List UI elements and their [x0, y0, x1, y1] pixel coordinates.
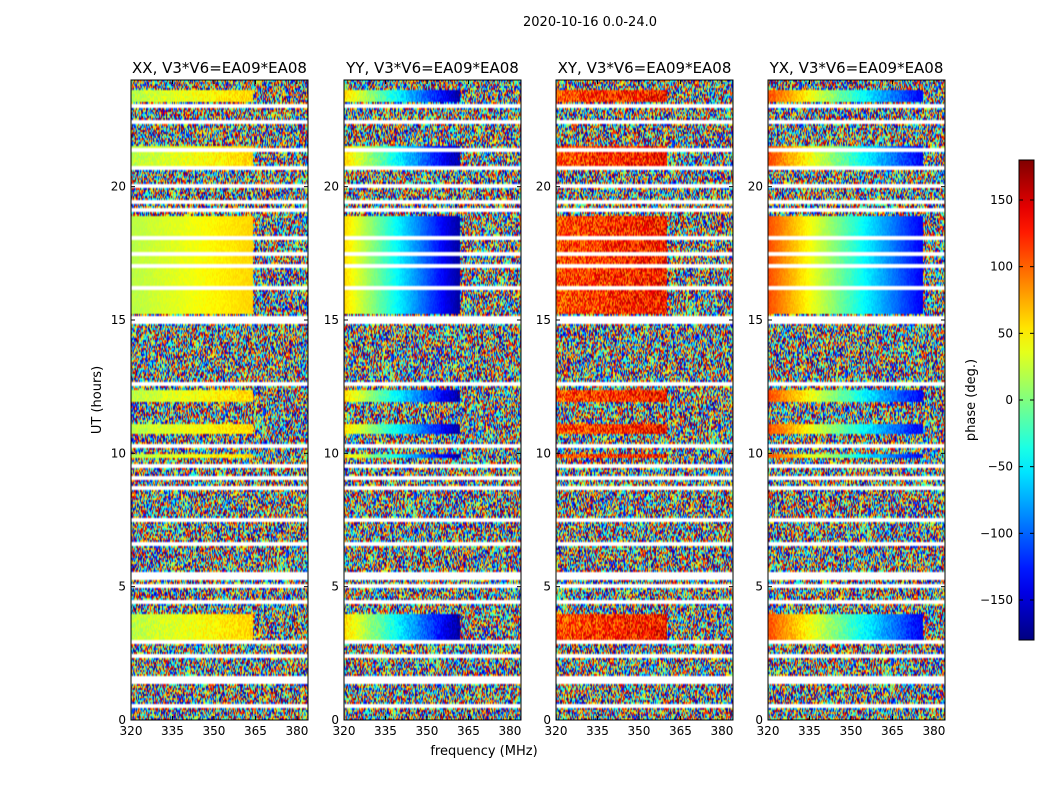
y-tick-label: 5 [331, 580, 339, 594]
panel-1: XX, V3*V6=EA09*EA08 320 335 350 365 380 0 5 10 15… [111, 59, 309, 738]
x-tick-label: 380 [285, 724, 308, 738]
plot-frame [343, 79, 522, 721]
x-tick-label: 380 [922, 724, 945, 738]
y-tick-label: 20 [324, 180, 339, 194]
y-tick-label: 0 [331, 713, 339, 727]
y-tick-label: 15 [536, 313, 551, 327]
plot-frame [555, 79, 734, 721]
plot-frame [130, 79, 309, 721]
colorbar-tick-label: 150 [990, 193, 1013, 207]
y-tick-label: 10 [111, 446, 126, 460]
x-tick-label: 335 [161, 724, 184, 738]
y-tick-label: 0 [755, 713, 763, 727]
colorbar-tick-label: 50 [998, 326, 1013, 340]
panel-title-3: XY, V3*V6=EA09*EA08 [558, 59, 732, 77]
y-tick-label: 5 [543, 580, 551, 594]
x-tick-label: 335 [586, 724, 609, 738]
x-tick-label: 365 [669, 724, 692, 738]
colorbar-label: phase (deg.) [964, 359, 979, 441]
y-tick-label: 15 [324, 313, 339, 327]
y-tick-label: 0 [543, 713, 551, 727]
y-tick-label: 20 [536, 180, 551, 194]
x-tick-label: 365 [881, 724, 904, 738]
y-axis-label: UT (hours) [90, 366, 105, 434]
x-tick-label: 380 [498, 724, 521, 738]
panel-title-1: XX, V3*V6=EA09*EA08 [132, 59, 307, 77]
y-tick-label: 10 [324, 446, 339, 460]
heatmap-panel-4 [768, 80, 945, 720]
y-tick-label: 15 [111, 313, 126, 327]
colorbar-tick-label: −100 [980, 526, 1013, 540]
y-tick-label: 10 [748, 446, 763, 460]
x-tick-label: 320 [333, 724, 356, 738]
x-tick-label: 350 [416, 724, 439, 738]
colorbar-tick-label: 0 [1005, 393, 1013, 407]
panel-title-4: YX, V3*V6=EA09*EA08 [769, 59, 944, 77]
x-tick-label: 380 [710, 724, 733, 738]
x-axis-label: frequency (MHz) [430, 744, 537, 759]
heatmap-panel-1 [131, 80, 308, 720]
figure-title: 2020-10-16 0.0-24.0 [523, 15, 657, 30]
x-tick-label: 350 [628, 724, 651, 738]
colorbar-tick-label: −150 [980, 593, 1013, 607]
colorbar-tick-label: 100 [990, 260, 1013, 274]
x-tick-label: 320 [120, 724, 143, 738]
y-tick-label: 15 [748, 313, 763, 327]
y-tick-label: 0 [118, 713, 126, 727]
heatmap-panel-3 [556, 80, 733, 720]
y-tick-label: 20 [111, 180, 126, 194]
x-tick-label: 320 [757, 724, 780, 738]
heatmap-panel-2 [344, 80, 521, 720]
plot-frame [767, 79, 946, 721]
y-tick-label: 20 [748, 180, 763, 194]
panel-title-2: YY, V3*V6=EA09*EA08 [345, 59, 519, 77]
x-tick-label: 365 [457, 724, 480, 738]
x-tick-label: 335 [374, 724, 397, 738]
panel-3: XY, V3*V6=EA09*EA08 320 335 350 365 380 0 5 10 15… [536, 59, 734, 738]
panel-2: YY, V3*V6=EA09*EA08 320 335 350 365 380 0 5 10 15… [324, 59, 522, 738]
x-tick-label: 350 [840, 724, 863, 738]
colorbar: 150 100 50 0 −50 −100 −150 [980, 159, 1035, 641]
colorbar-tick-label: −50 [988, 460, 1013, 474]
y-tick-label: 10 [536, 446, 551, 460]
x-tick-label: 320 [545, 724, 568, 738]
panels: XX, V3*V6=EA09*EA08 320 335 350 365 380 0 5 10 15… [111, 59, 946, 738]
panel-4: YX, V3*V6=EA09*EA08 320 335 350 365 380 0 5 10 15… [748, 59, 946, 738]
y-tick-label: 5 [755, 580, 763, 594]
x-tick-label: 350 [203, 724, 226, 738]
x-tick-label: 335 [798, 724, 821, 738]
y-tick-label: 5 [118, 580, 126, 594]
x-tick-label: 365 [244, 724, 267, 738]
